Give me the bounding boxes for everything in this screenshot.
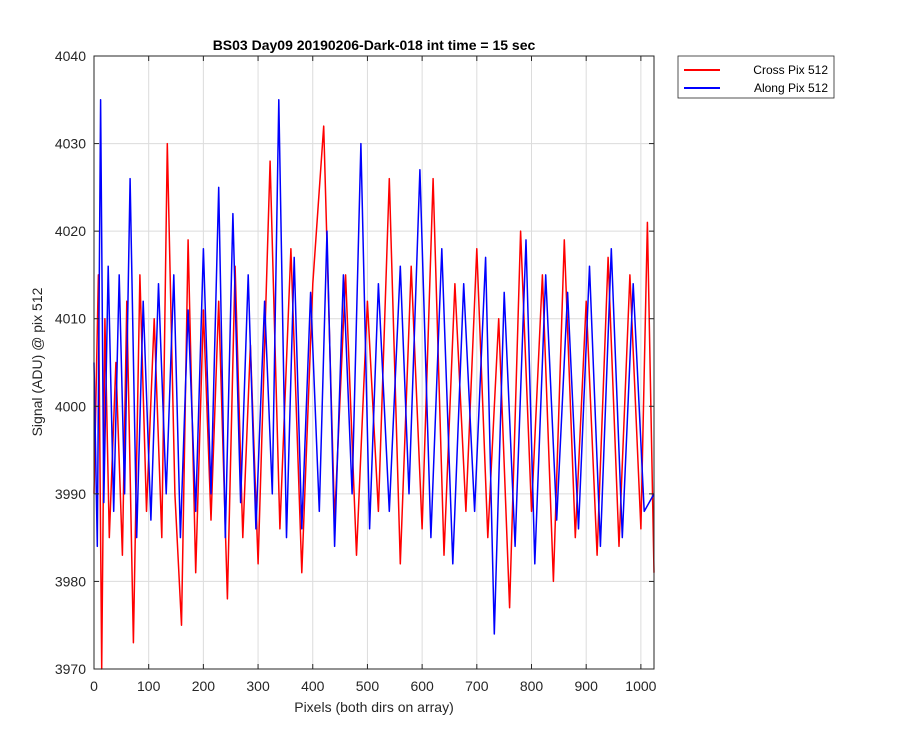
plot-area (94, 56, 654, 669)
legend-label-along: Along Pix 512 (754, 81, 828, 95)
plot-frame (93, 55, 655, 670)
y-tick-label: 3980 (55, 573, 86, 589)
y-tick-label: 3990 (55, 486, 86, 502)
x-tick-labels: 0 100 200 300 400 500 600 700 800 900 1000 (90, 678, 657, 694)
legend-box (677, 55, 835, 99)
y-axis-label: Signal (ADU) @ pix 512 (29, 287, 45, 436)
chart-title: BS03 Day09 20190206-Dark-018 int time = … (213, 37, 536, 53)
ticks (93, 55, 654, 670)
y-tick-label: 3970 (55, 661, 86, 677)
y-tick-label: 4000 (55, 398, 86, 414)
x-tick-label: 700 (465, 678, 489, 694)
legend-label-cross: Cross Pix 512 (753, 63, 828, 77)
x-tick-label: 500 (356, 678, 380, 694)
y-tick-label: 4020 (55, 223, 86, 239)
x-tick-label: 1000 (625, 678, 656, 694)
series-line-along-pix (93, 99, 655, 635)
x-tick-label: 200 (192, 678, 216, 694)
y-tick-label: 4040 (55, 48, 86, 64)
legend: Cross Pix 512 Along Pix 512 (677, 55, 835, 99)
x-tick-label: 600 (410, 678, 434, 694)
x-tick-label: 400 (301, 678, 325, 694)
x-tick-label: 100 (137, 678, 161, 694)
series-group (93, 99, 655, 670)
x-tick-label: 900 (575, 678, 599, 694)
x-tick-label: 800 (520, 678, 544, 694)
x-tick-label: 300 (246, 678, 270, 694)
x-tick-label: 0 (90, 678, 98, 694)
x-axis-label: Pixels (both dirs on array) (294, 699, 454, 715)
y-tick-labels: 3970 3980 3990 4000 4010 4020 4030 4040 (55, 48, 86, 677)
y-tick-label: 4030 (55, 136, 86, 152)
y-tick-label: 4010 (55, 311, 86, 327)
